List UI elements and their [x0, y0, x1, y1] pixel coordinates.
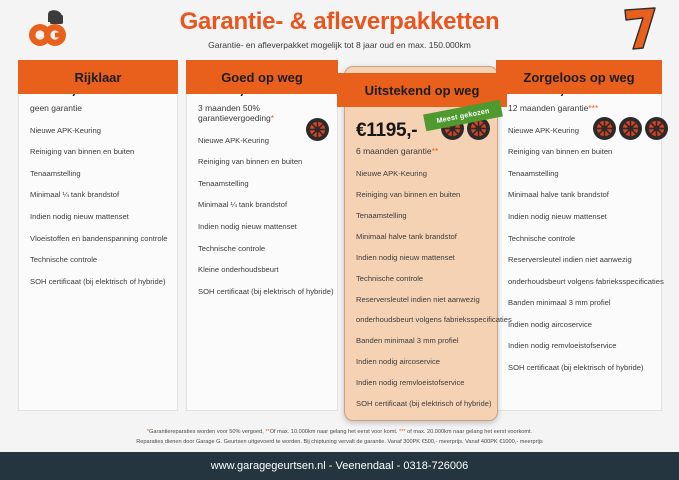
- tire-icon: [618, 116, 643, 141]
- package-card-rijklaar[interactable]: €395,- geen garantie Nieuwe APK-Keuring …: [18, 66, 178, 411]
- feature-item: SOH certificaat (bij elektrisch of hybri…: [356, 399, 492, 409]
- feature-item: Reiniging van binnen en buiten: [356, 189, 461, 199]
- feature-item: Indien nodig remvloeistofservice: [508, 341, 617, 351]
- package-header-goed-op-weg[interactable]: Goed op weg: [186, 60, 338, 94]
- feature-item: Tenaamstelling: [198, 178, 249, 188]
- footnote-asterisk-1: *: [146, 429, 150, 435]
- feature-item: Technische controle: [30, 255, 98, 265]
- package-header-zorgeloos-op-weg[interactable]: Zorgeloos op weg: [496, 60, 662, 94]
- feature-item: Minimaal halve tank brandstof: [508, 190, 609, 200]
- footnote-text-2: Of max. 10.000km naar gelang het eerst v…: [269, 429, 400, 435]
- feature-item: Banden minimaal 3 mm profiel: [356, 336, 459, 346]
- packages-row: Rijklaar €395,- geen garantie Nieuwe APK…: [0, 60, 679, 421]
- warranty-text: 3 maanden 50% garantievergoeding: [198, 102, 271, 123]
- feature-item: Tenaamstelling: [508, 168, 559, 178]
- package-body: €1695,- 12 maanden garantie*** Nieuwe AP…: [497, 66, 664, 372]
- package-warranty: 12 maanden garantie***: [508, 103, 650, 113]
- footnote-asterisk-3: ***: [399, 429, 406, 435]
- warranty-text: 6 maanden garantie: [356, 145, 432, 156]
- package-title: Uitstekend op weg: [364, 82, 480, 98]
- page-subtitle: Garantie- en afleverpakket mogelijk tot …: [208, 40, 471, 50]
- garage-geurtsen-gg-logo-icon: [24, 8, 74, 52]
- package-body: €795,- 3 maanden 50% garantievergoeding*…: [187, 66, 337, 296]
- warranty-text: geen garantie: [30, 102, 82, 113]
- package-price: €1195,-: [356, 120, 418, 141]
- package-body: €395,- geen garantie Nieuwe APK-Keuring …: [19, 66, 177, 286]
- feature-item: SOH certificaat (bij elektrisch of hybri…: [30, 276, 166, 286]
- feature-item: Banden minimaal 3 mm profiel: [508, 298, 611, 308]
- number-seven-icon: [621, 4, 661, 52]
- footer-contact-text: www.garagegeurtsen.nl - Veenendaal - 031…: [210, 460, 469, 472]
- warranty-asterisk: *: [270, 112, 275, 123]
- page-title: Garantie- & afleverpakketten: [179, 8, 500, 35]
- package-title: Rijklaar: [74, 69, 122, 85]
- feature-item: Nieuwe APK-Keuring: [356, 168, 427, 178]
- footnote-line-1: *Garantiereparaties worden voor 50% verg…: [0, 428, 679, 438]
- feature-item: Reiniging van binnen en buiten: [508, 147, 613, 157]
- feature-item: Vloeistoffen en bandenspanning controle: [30, 233, 168, 243]
- footnote-line-2: Reparaties dienen door Garage G. Geurtse…: [136, 438, 543, 445]
- feature-item: Tenaamstelling: [356, 210, 407, 220]
- footnote-text-1: Garantiereparaties worden voor 50% vergo…: [149, 429, 266, 435]
- footnotes: *Garantiereparaties worden voor 50% verg…: [0, 428, 679, 448]
- feature-item: Minimaal ¼ tank brandstof: [30, 190, 120, 200]
- package-header-rijklaar[interactable]: Rijklaar: [18, 60, 178, 94]
- tire-rating-zorgeloos-op-weg: [592, 116, 669, 141]
- tire-icon: [592, 116, 617, 141]
- feature-item: Minimaal ¼ tank brandstof: [198, 200, 288, 210]
- package-title: Zorgeloos op weg: [523, 69, 635, 85]
- feature-item: Reserversleutel indien niet aanwezig: [356, 294, 480, 304]
- feature-item: SOH certificaat (bij elektrisch of hybri…: [198, 286, 334, 296]
- package-body: €1195,- 6 maanden garantie** Nieuwe APK-…: [345, 67, 512, 409]
- tire-icon: [466, 116, 491, 141]
- package-warranty: 3 maanden 50% garantievergoeding*: [198, 103, 326, 123]
- feature-item: Technische controle: [356, 273, 424, 283]
- warranty-text: 12 maanden garantie: [508, 102, 589, 113]
- package-title: Goed op weg: [221, 69, 303, 85]
- feature-item: Nieuwe APK-Keuring: [198, 135, 269, 145]
- tire-icon: [305, 117, 330, 142]
- feature-item: Indien nodig remvloeistofservice: [356, 378, 465, 388]
- feature-item: Indien nodig nieuw mattenset: [356, 252, 455, 262]
- feature-item: Indien nodig nieuw mattenset: [30, 212, 129, 222]
- feature-item: Reserversleutel indien niet aanwezig: [508, 255, 632, 265]
- package-warranty: 6 maanden garantie**: [356, 146, 486, 156]
- package-card-goed-op-weg[interactable]: €795,- 3 maanden 50% garantievergoeding*…: [186, 66, 338, 411]
- tire-icon: [644, 116, 669, 141]
- warranty-asterisk: ***: [588, 102, 599, 113]
- feature-item: Reiniging van binnen en buiten: [30, 147, 135, 157]
- feature-item: Technische controle: [198, 243, 266, 253]
- feature-item: onderhoudsbeurt volgens fabrieksspecific…: [508, 276, 664, 286]
- feature-item: onderhoudsbeurt volgens fabrieksspecific…: [356, 315, 512, 325]
- footnote-asterisk-2: **: [265, 429, 270, 435]
- feature-item: Indien nodig nieuw mattenset: [198, 222, 297, 232]
- feature-item: SOH certificaat (bij elektrisch of hybri…: [508, 362, 644, 372]
- feature-item: Indien nodig aircoservice: [508, 319, 593, 329]
- tire-rating-goed-op-weg: [305, 117, 330, 142]
- feature-item: Reiniging van binnen en buiten: [198, 157, 303, 167]
- feature-item: Nieuwe APK-Keuring: [508, 125, 579, 135]
- feature-item: Nieuwe APK-Keuring: [30, 125, 101, 135]
- package-warranty: geen garantie: [30, 103, 166, 113]
- footnote-text-3: of max. 20.000km naar gelang het eerst v…: [405, 429, 533, 435]
- feature-item: Indien nodig aircoservice: [356, 357, 441, 367]
- feature-item: Minimaal halve tank brandstof: [356, 231, 457, 241]
- feature-item: Technische controle: [508, 233, 576, 243]
- feature-item: Tenaamstelling: [30, 168, 81, 178]
- feature-item: Kleine onderhoudsbeurt: [198, 265, 279, 275]
- warranty-asterisk: **: [431, 145, 439, 156]
- footer-bar: www.garagegeurtsen.nl - Veenendaal - 031…: [0, 452, 679, 480]
- page-header: Garantie- & afleverpakketten Garantie- e…: [0, 0, 679, 60]
- package-header-uitstekend-op-weg[interactable]: Uitstekend op weg: [337, 73, 507, 107]
- feature-item: Indien nodig nieuw mattenset: [508, 212, 607, 222]
